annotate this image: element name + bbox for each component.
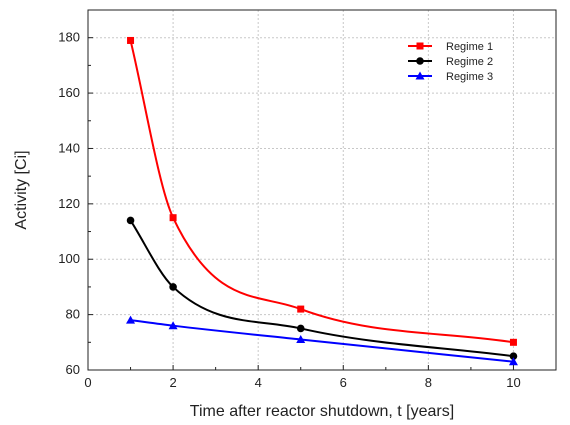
plot-frame <box>87 9 557 371</box>
x-tick-label: 6 <box>340 375 347 390</box>
series-3-point <box>508 357 518 366</box>
series-3-point <box>296 335 306 344</box>
legend-series-2-label: Regime 2 <box>446 56 493 68</box>
legend: Regime 1 Regime 2 Regime 3 <box>408 41 493 83</box>
y-tick-label: 120 <box>58 196 80 211</box>
y-tick-label: 140 <box>58 140 80 155</box>
series-1-point <box>509 338 517 346</box>
series-2-point <box>509 352 518 360</box>
series-2-line <box>129 219 514 358</box>
ticks-layer: 0 2 4 6 8 10 60 80 100 120 140 160 180 <box>58 30 520 390</box>
x-tick-label: 2 <box>169 375 176 390</box>
series-3-line <box>130 319 514 363</box>
series-2-point <box>169 283 177 291</box>
legend-series-1-label: Regime 1 <box>446 41 493 53</box>
series-1-point <box>169 214 177 222</box>
series-1-point <box>297 305 305 313</box>
series-3-point <box>168 321 178 330</box>
y-tick-label: 80 <box>66 307 80 322</box>
y-axis-label: Activity [Ci] <box>13 150 30 229</box>
series-2-point <box>126 216 135 225</box>
x-tick-label: 10 <box>506 375 520 390</box>
legend-series-1-marker <box>416 42 424 50</box>
grid <box>88 10 556 370</box>
legend-series-2-marker <box>416 57 424 65</box>
series-1-line <box>129 40 514 344</box>
x-axis-label: Time after reactor shutdown, t [years] <box>190 403 454 420</box>
y-tick-label: 60 <box>66 362 80 377</box>
y-tick-label: 160 <box>58 85 80 100</box>
y-tick-label: 180 <box>58 30 80 45</box>
series-3-point <box>126 315 136 324</box>
series-layer <box>126 36 518 366</box>
series-1-point <box>127 36 135 44</box>
x-tick-label: 4 <box>255 375 262 390</box>
series-2-point <box>296 324 305 333</box>
x-tick-label: 8 <box>425 375 432 390</box>
legend-series-3-marker <box>415 71 425 80</box>
legend-series-3-label: Regime 3 <box>446 71 493 83</box>
x-tick-label: 0 <box>84 375 91 390</box>
y-tick-label: 100 <box>58 251 80 266</box>
